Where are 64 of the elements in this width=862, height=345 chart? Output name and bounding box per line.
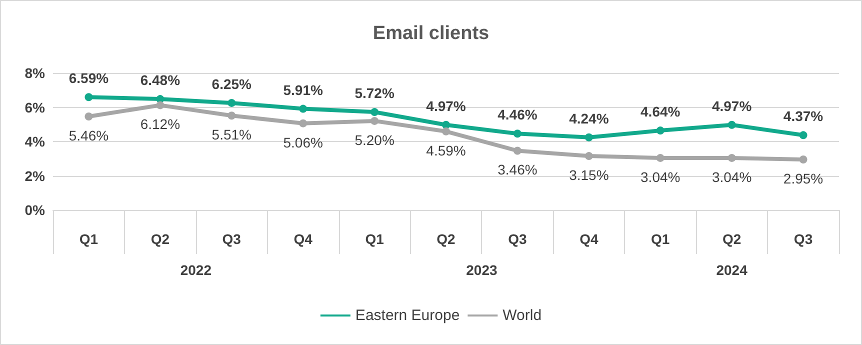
x-tick-label: Q3 — [222, 231, 242, 247]
x-tick-label: Q2 — [722, 231, 742, 247]
data-label: 4.37% — [783, 108, 824, 124]
point — [84, 93, 93, 102]
data-label: 6.12% — [140, 116, 180, 132]
point — [656, 154, 664, 162]
y-tick-label: 8% — [24, 65, 46, 81]
legend-label: World — [502, 307, 542, 324]
point — [799, 131, 808, 140]
data-label: 5.06% — [283, 134, 323, 150]
data-label: 4.24% — [569, 110, 610, 126]
point — [442, 127, 450, 136]
point — [84, 112, 93, 120]
point — [228, 112, 236, 120]
data-label: 3.15% — [569, 167, 609, 184]
point — [299, 119, 308, 128]
point — [513, 130, 522, 138]
chart-title: Email clients — [372, 23, 490, 44]
point — [156, 101, 164, 110]
point — [728, 120, 736, 129]
x-tick-label: Q1 — [651, 231, 670, 247]
y-tick-label: 0% — [24, 202, 46, 218]
data-label: 5.20% — [354, 132, 394, 148]
data-label: 3.04% — [712, 168, 752, 185]
data-label: 5.46% — [68, 127, 109, 144]
data-label: 4.46% — [498, 106, 538, 123]
data-label: 4.64% — [640, 104, 681, 120]
data-label: 4.97% — [426, 98, 466, 114]
point — [228, 98, 236, 107]
text: 2024 — [716, 262, 748, 278]
x-tick-label: Q2 — [150, 231, 170, 247]
x-tick-label: Q2 — [436, 231, 456, 247]
data-label: 4.59% — [426, 142, 466, 158]
point — [584, 152, 593, 160]
y-tick-label: 6% — [24, 99, 46, 116]
y-tick-label: 2% — [24, 168, 46, 184]
legend-label: Eastern Europe — [355, 307, 460, 324]
text: 2023 — [466, 262, 498, 278]
text: 2022 — [180, 262, 212, 278]
point — [656, 126, 664, 135]
data-label: 5.72% — [354, 85, 395, 102]
data-label: 2.95% — [783, 170, 824, 186]
point — [584, 133, 593, 142]
point — [370, 116, 379, 125]
x-tick-label: Q1 — [79, 231, 98, 247]
x-tick-label: Q4 — [580, 231, 598, 247]
data-label: 6.48% — [140, 72, 181, 88]
point — [299, 104, 308, 113]
x-tick-label: Q4 — [294, 231, 313, 247]
data-label: 5.91% — [283, 82, 324, 98]
data-label: 6.25% — [212, 76, 252, 92]
data-label: 3.46% — [498, 162, 538, 178]
data-label: 6.59% — [68, 70, 110, 86]
x-tick-label: Q1 — [365, 231, 384, 247]
x-tick-label: Q3 — [508, 231, 527, 247]
data-label: 3.04% — [640, 168, 680, 185]
point — [728, 154, 736, 162]
data-label: 4.97% — [712, 98, 752, 114]
y-tick-label: 4% — [24, 134, 46, 150]
x-tick-label: Q3 — [794, 231, 813, 247]
point — [799, 155, 808, 164]
data-label: 5.51% — [212, 126, 252, 143]
point — [513, 146, 522, 155]
point — [370, 108, 379, 116]
